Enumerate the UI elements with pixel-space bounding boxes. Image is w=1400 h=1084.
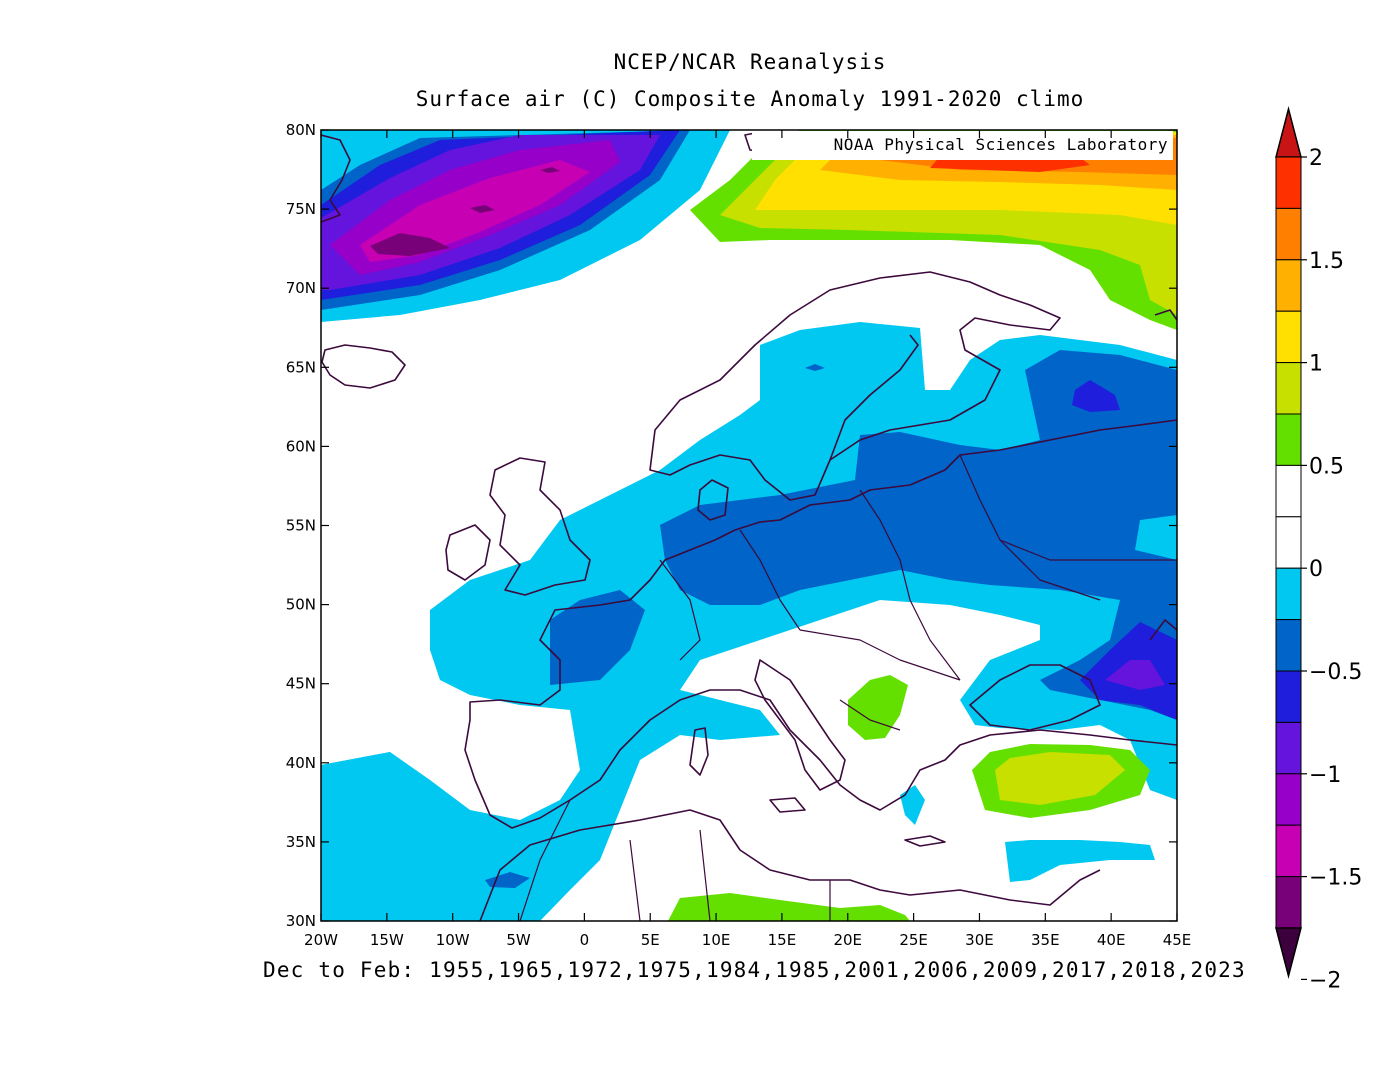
contour-green-balkans xyxy=(848,675,908,740)
coast-sicily xyxy=(769,797,806,813)
title-line-1: NCEP/NCAR Reanalysis xyxy=(613,50,887,74)
lat-tick-label: 35N xyxy=(286,833,316,851)
coast-black-sea xyxy=(969,664,1101,731)
lon-tick-label: 40E xyxy=(1097,931,1126,949)
lat-tick-label: 45N xyxy=(286,675,316,693)
lon-tick-label: 15W xyxy=(370,931,404,949)
colorbar-label: −0.5 xyxy=(1309,660,1362,685)
credit-box xyxy=(752,131,1173,160)
lat-tick-label: 55N xyxy=(286,517,316,535)
lat-tick-label: 40N xyxy=(286,754,316,772)
lon-tick-label: 20E xyxy=(833,931,862,949)
contour-dark-purple-arctic-1 xyxy=(370,233,450,256)
contour-yellow-green-turkey xyxy=(995,752,1125,805)
composite-years-footer: Dec to Feb: 1955,1965,1972,1975,1984,198… xyxy=(263,958,1246,982)
colorbar-segment xyxy=(1275,362,1302,415)
coast-sardinia xyxy=(689,727,709,776)
lat-tick-label: 80N xyxy=(286,121,316,139)
contour-light-blue-turkey xyxy=(1005,840,1155,882)
colorbar-segment xyxy=(1275,619,1302,672)
coast-caspian xyxy=(1149,619,1177,641)
colorbar-segment xyxy=(1275,773,1302,826)
contour-light-blue-west-africa xyxy=(321,752,450,921)
borders xyxy=(519,454,1177,921)
colorbar-segment xyxy=(1275,259,1302,312)
lon-tick-label: 20W xyxy=(304,931,338,949)
anomaly-field xyxy=(321,130,1177,921)
contour-blue-dot-scandinavia xyxy=(805,364,825,371)
contour-light-blue-aegean xyxy=(900,785,925,825)
colorbar-segment xyxy=(1275,156,1302,209)
coast-crete xyxy=(904,835,946,847)
colorbar-label: 0.5 xyxy=(1309,454,1344,479)
lat-tick-label: 65N xyxy=(286,358,316,376)
colorbar: 2 1.5 1 0.5 0 −0.5 −1 −1.5 −2 xyxy=(1275,106,1362,993)
lat-axis: 30N 35N 40N 45N 50N 55N 60N 65N 70N 75N 80N xyxy=(286,121,1177,930)
colorbar-segment xyxy=(1275,413,1302,466)
colorbar-segment xyxy=(1275,876,1302,929)
colorbar-segment xyxy=(1275,516,1302,569)
coast-novaya-zemlya xyxy=(1154,309,1177,321)
colorbar-segment xyxy=(1275,824,1302,878)
lon-tick-label: 30E xyxy=(965,931,994,949)
contour-dark-purple-arctic-3 xyxy=(540,167,560,173)
coast-denmark xyxy=(697,479,729,521)
coast-iceland xyxy=(321,344,406,389)
colorbar-label: 1 xyxy=(1309,352,1323,377)
coast-italy xyxy=(754,659,846,791)
lon-tick-label: 15E xyxy=(768,931,797,949)
lat-tick-label: 70N xyxy=(286,279,316,297)
coastlines xyxy=(321,131,1177,921)
contour-violet-caspian xyxy=(1105,660,1165,690)
lon-tick-label: 5W xyxy=(506,931,531,949)
colorbar-segment xyxy=(1275,567,1302,621)
coast-north-africa xyxy=(479,809,1101,921)
lon-tick-label: 25E xyxy=(899,931,928,949)
colorbar-segment xyxy=(1275,721,1302,775)
colorbar-lower-arrow xyxy=(1275,927,1302,979)
coast-great-britain xyxy=(489,457,591,596)
lat-tick-label: 60N xyxy=(286,437,316,455)
lat-tick-label: 50N xyxy=(286,596,316,614)
lon-tick-label: 45E xyxy=(1163,931,1192,949)
lon-tick-label: 35E xyxy=(1031,931,1060,949)
colorbar-segment xyxy=(1275,207,1302,261)
colorbar-upper-arrow xyxy=(1275,106,1302,158)
colorbar-label: 1.5 xyxy=(1309,249,1344,274)
coast-bothnia xyxy=(829,334,919,461)
colorbar-segment xyxy=(1275,670,1302,723)
colorbar-label: −1 xyxy=(1309,763,1341,788)
colorbar-segment xyxy=(1275,464,1302,518)
lat-tick-label: 75N xyxy=(286,200,316,218)
lon-axis: 20W 15W 10W 5W 0 5E 10E 15E 20E 25E 30E 35E 40E 45E xyxy=(304,130,1191,949)
lon-tick-label: 10E xyxy=(702,931,731,949)
contour-dark-blue-russia xyxy=(1072,380,1120,412)
coast-ireland xyxy=(445,524,491,581)
lon-tick-label: 10W xyxy=(436,931,470,949)
lon-tick-label: 5E xyxy=(641,931,660,949)
contour-blue-europe xyxy=(660,350,1177,720)
lon-tick-label: 0 xyxy=(580,931,590,949)
colorbar-label: 0 xyxy=(1309,557,1323,582)
coast-greenland xyxy=(321,134,351,223)
lat-tick-label: 30N xyxy=(286,912,316,930)
colorbar-label: −2 xyxy=(1309,968,1341,993)
credit-text: NOAA Physical Sciences Laboratory xyxy=(834,135,1168,154)
colorbar-label: 2 xyxy=(1309,146,1323,171)
coast-scandinavia xyxy=(649,271,1061,501)
colorbar-segment xyxy=(1275,310,1302,364)
contour-green-north-africa xyxy=(668,893,910,921)
contour-blue-france xyxy=(550,590,645,685)
coast-continent xyxy=(464,419,1177,829)
title-line-2: Surface air (C) Composite Anomaly 1991-2… xyxy=(415,87,1085,111)
colorbar-label: −1.5 xyxy=(1309,866,1362,891)
contour-blue-morocco xyxy=(485,872,530,888)
contour-dark-purple-arctic-2 xyxy=(470,205,495,213)
